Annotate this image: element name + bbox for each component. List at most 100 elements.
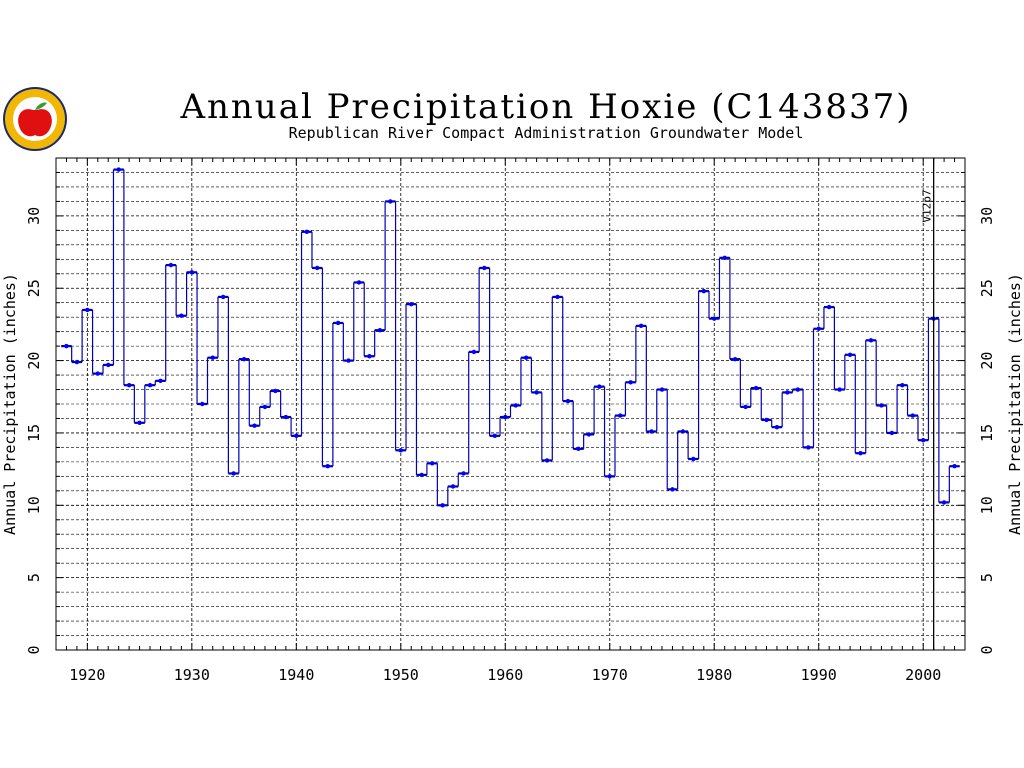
data-point bbox=[116, 167, 121, 172]
data-point bbox=[837, 387, 842, 392]
data-point bbox=[231, 471, 236, 476]
data-point bbox=[126, 382, 132, 388]
x-tick-label: 1940 bbox=[278, 666, 314, 684]
data-point bbox=[847, 352, 853, 357]
data-point bbox=[900, 382, 905, 388]
data-point bbox=[241, 356, 247, 362]
data-point bbox=[576, 446, 581, 452]
x-tick-label: 2000 bbox=[905, 666, 941, 684]
y-tick-label-right: 25 bbox=[978, 279, 996, 297]
y-tick-label-right: 15 bbox=[978, 424, 996, 442]
marker-line-label: V12p7 bbox=[921, 189, 934, 222]
data-point bbox=[941, 500, 947, 505]
data-point bbox=[168, 262, 174, 268]
x-tick-label: 1970 bbox=[592, 666, 628, 684]
data-point bbox=[607, 474, 612, 479]
data-point bbox=[701, 288, 706, 294]
data-point bbox=[618, 413, 623, 418]
data-point bbox=[774, 424, 780, 430]
data-point bbox=[210, 355, 215, 360]
data-point bbox=[367, 354, 372, 359]
data-point bbox=[220, 294, 226, 300]
data-point bbox=[429, 461, 435, 466]
data-point bbox=[461, 471, 466, 476]
data-point bbox=[315, 265, 320, 271]
x-tick-label: 1980 bbox=[696, 666, 732, 684]
data-point bbox=[523, 355, 529, 360]
y-tick-labels-left: 0 5 10 15 20 25 30 bbox=[25, 207, 43, 655]
y-tick-label-left: 20 bbox=[25, 352, 43, 370]
plot-frame bbox=[55, 157, 966, 651]
data-point bbox=[450, 484, 456, 489]
data-point bbox=[879, 403, 884, 408]
data-point bbox=[638, 323, 644, 329]
y-tick-label-right: 30 bbox=[978, 207, 996, 225]
series-layer bbox=[61, 167, 960, 508]
data-point bbox=[513, 403, 518, 408]
data-point bbox=[544, 458, 550, 463]
x-tick-label: 1920 bbox=[69, 666, 105, 684]
x-tick-label: 1990 bbox=[801, 666, 837, 684]
grid-minor bbox=[56, 157, 965, 636]
data-point bbox=[597, 384, 602, 389]
x-tick-label: 1950 bbox=[383, 666, 419, 684]
data-point bbox=[335, 320, 341, 326]
data-point bbox=[419, 472, 424, 478]
data-point bbox=[586, 432, 592, 437]
data-point bbox=[200, 401, 205, 407]
y-tick-label-left: 0 bbox=[25, 645, 43, 654]
data-point bbox=[910, 413, 915, 418]
y-axis-label-left: Annual Precipitation (inches) bbox=[1, 273, 19, 535]
data-point bbox=[795, 387, 801, 392]
data-point bbox=[753, 385, 759, 391]
data-point bbox=[346, 358, 351, 363]
data-point bbox=[356, 280, 362, 285]
data-point bbox=[398, 448, 403, 453]
apple-seal-logo bbox=[3, 87, 67, 151]
data-point bbox=[534, 390, 539, 395]
data-point bbox=[764, 417, 769, 423]
x-tick-label: 1960 bbox=[487, 666, 523, 684]
y-tick-label-left: 25 bbox=[25, 279, 43, 297]
data-point bbox=[858, 451, 863, 456]
data-point bbox=[147, 382, 153, 388]
y-axis-label-right: Annual Precipitation (inches) bbox=[1006, 273, 1024, 535]
y-tick-label-left: 15 bbox=[25, 424, 43, 442]
data-point bbox=[649, 429, 654, 434]
data-point bbox=[95, 371, 100, 376]
data-point bbox=[85, 307, 90, 313]
data-point bbox=[680, 429, 686, 434]
data-point bbox=[691, 456, 696, 462]
data-point bbox=[889, 430, 895, 436]
data-point bbox=[868, 338, 874, 343]
data-point bbox=[816, 326, 821, 331]
data-point bbox=[189, 270, 195, 275]
data-point bbox=[628, 380, 633, 385]
data-point bbox=[262, 404, 268, 410]
y-tick-label-right: 20 bbox=[978, 352, 996, 370]
data-point bbox=[659, 387, 665, 392]
data-point bbox=[283, 414, 289, 420]
data-point bbox=[273, 388, 278, 394]
y-tick-label-right: 0 bbox=[978, 645, 996, 654]
chart-subtitle: Republican River Compact Administration … bbox=[289, 124, 804, 142]
y-tick-label-left: 30 bbox=[25, 207, 43, 225]
data-point bbox=[806, 445, 811, 450]
axis-ticks bbox=[55, 157, 966, 651]
leaf-icon bbox=[35, 102, 47, 110]
data-point bbox=[503, 414, 508, 420]
data-point bbox=[952, 464, 957, 469]
data-point bbox=[137, 420, 142, 426]
chart-title: Annual Precipitation Hoxie (C143837) bbox=[179, 87, 911, 127]
data-point bbox=[158, 378, 163, 384]
data-point bbox=[64, 343, 69, 349]
data-point bbox=[294, 433, 299, 439]
data-point bbox=[377, 328, 383, 333]
data-point bbox=[712, 316, 717, 321]
y-tick-label-right: 10 bbox=[978, 496, 996, 514]
y-tick-label-left: 5 bbox=[25, 573, 43, 582]
data-point bbox=[409, 301, 414, 307]
x-tick-label: 1930 bbox=[174, 666, 210, 684]
data-point bbox=[440, 503, 445, 508]
